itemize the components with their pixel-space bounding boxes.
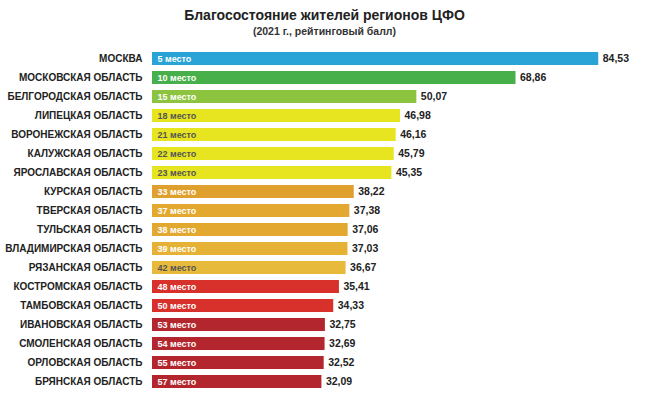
svg-text:23 место: 23 место [158, 168, 197, 178]
svg-text:38,22: 38,22 [358, 185, 384, 197]
svg-text:ВЛАДИМИРСКАЯ ОБЛАСТЬ: ВЛАДИМИРСКАЯ ОБЛАСТЬ [5, 243, 142, 254]
svg-text:5 место: 5 место [158, 54, 192, 64]
svg-text:33 место: 33 место [158, 187, 197, 197]
svg-text:СМОЛЕНСКАЯ ОБЛАСТЬ: СМОЛЕНСКАЯ ОБЛАСТЬ [19, 338, 142, 349]
svg-text:КОСТРОМСКАЯ ОБЛАСТЬ: КОСТРОМСКАЯ ОБЛАСТЬ [13, 281, 142, 292]
svg-text:18 место: 18 место [158, 111, 197, 121]
svg-text:39 место: 39 место [158, 244, 197, 254]
svg-text:32,75: 32,75 [329, 318, 355, 330]
svg-text:ЯРОСЛАВСКАЯ ОБЛАСТЬ: ЯРОСЛАВСКАЯ ОБЛАСТЬ [13, 167, 142, 178]
svg-text:37,03: 37,03 [352, 242, 378, 254]
svg-text:КУРСКАЯ ОБЛАСТЬ: КУРСКАЯ ОБЛАСТЬ [44, 186, 142, 197]
html-text:(2021 г., рейтинговый балл): (2021 г., рейтинговый балл) [252, 25, 396, 37]
svg-text:50 место: 50 место [158, 301, 197, 311]
svg-text:37,38: 37,38 [354, 204, 380, 216]
svg-text:55 место: 55 место [158, 358, 197, 368]
svg-text:53 место: 53 место [158, 320, 197, 330]
svg-text:32,69: 32,69 [329, 337, 355, 349]
svg-text:22 место: 22 место [158, 149, 197, 159]
svg-text:БЕЛГОРОДСКАЯ ОБЛАСТЬ: БЕЛГОРОДСКАЯ ОБЛАСТЬ [8, 91, 143, 102]
svg-text:37 место: 37 место [158, 206, 197, 216]
svg-text:54 место: 54 место [158, 339, 197, 349]
svg-text:48 место: 48 место [158, 282, 197, 292]
svg-text:37,06: 37,06 [352, 223, 378, 235]
svg-text:32,09: 32,09 [326, 375, 352, 387]
svg-text:84,53: 84,53 [603, 52, 629, 64]
svg-text:35,41: 35,41 [343, 280, 369, 292]
svg-text:РЯЗАНСКАЯ ОБЛАСТЬ: РЯЗАНСКАЯ ОБЛАСТЬ [29, 262, 143, 273]
svg-text:ВОРОНЕЖСКАЯ ОБЛАСТЬ: ВОРОНЕЖСКАЯ ОБЛАСТЬ [11, 129, 142, 140]
svg-text:32,52: 32,52 [328, 356, 354, 368]
svg-text:ОРЛОВСКАЯ ОБЛАСТЬ: ОРЛОВСКАЯ ОБЛАСТЬ [28, 357, 143, 368]
svg-text:50,07: 50,07 [421, 90, 447, 102]
svg-text:БРЯНСКАЯ ОБЛАСТЬ: БРЯНСКАЯ ОБЛАСТЬ [35, 376, 143, 387]
svg-text:45,79: 45,79 [398, 147, 424, 159]
svg-text:МОСКВА: МОСКВА [99, 53, 142, 64]
svg-text:ТУЛЬСКАЯ ОБЛАСТЬ: ТУЛЬСКАЯ ОБЛАСТЬ [37, 224, 142, 235]
svg-text:46,98: 46,98 [405, 109, 431, 121]
svg-text:ИВАНОВСКАЯ ОБЛАСТЬ: ИВАНОВСКАЯ ОБЛАСТЬ [20, 319, 142, 330]
svg-text:45,35: 45,35 [396, 166, 422, 178]
svg-text:68,86: 68,86 [520, 71, 546, 83]
svg-text:15 место: 15 место [158, 92, 197, 102]
svg-text:46,16: 46,16 [400, 128, 426, 140]
html-text:Благосостояние жителей регионо: Благосостояние жителей регионов ЦФО [184, 7, 465, 23]
svg-text:42 место: 42 место [158, 263, 197, 273]
svg-text:МОСКОВСКАЯ ОБЛАСТЬ: МОСКОВСКАЯ ОБЛАСТЬ [19, 72, 143, 83]
svg-text:ЛИПЕЦКАЯ ОБЛАСТЬ: ЛИПЕЦКАЯ ОБЛАСТЬ [35, 110, 143, 121]
svg-text:ТАМБОВСКАЯ ОБЛАСТЬ: ТАМБОВСКАЯ ОБЛАСТЬ [20, 300, 142, 311]
svg-text:КАЛУЖСКАЯ ОБЛАСТЬ: КАЛУЖСКАЯ ОБЛАСТЬ [28, 148, 143, 159]
svg-text:36,67: 36,67 [350, 261, 376, 273]
svg-text:38 место: 38 место [158, 225, 197, 235]
svg-text:10 место: 10 место [158, 73, 197, 83]
svg-text:21 место: 21 место [158, 130, 197, 140]
svg-text:34,33: 34,33 [338, 299, 364, 311]
svg-text:ТВЕРСКАЯ ОБЛАСТЬ: ТВЕРСКАЯ ОБЛАСТЬ [37, 205, 143, 216]
svg-text:57 место: 57 место [158, 377, 197, 387]
